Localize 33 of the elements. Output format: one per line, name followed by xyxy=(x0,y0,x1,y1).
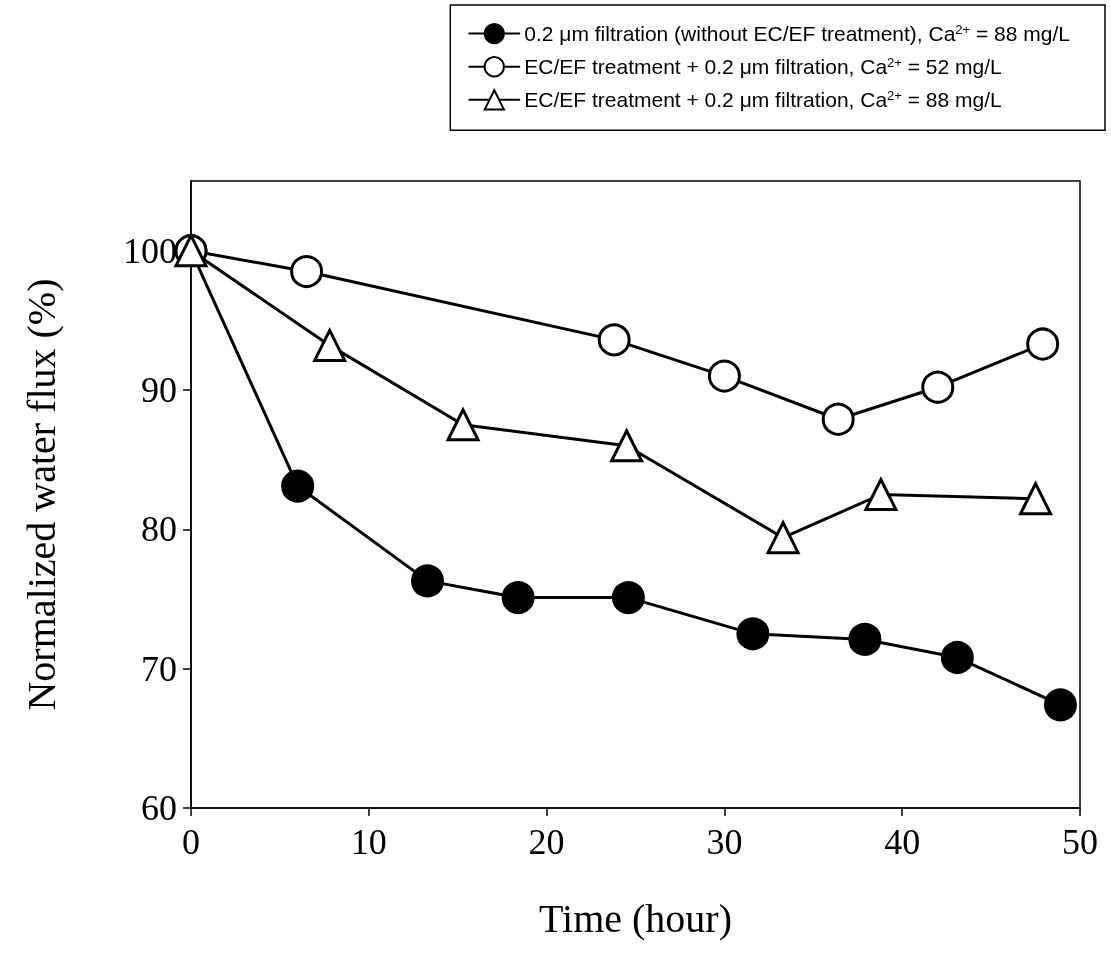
y-tick-label: 80 xyxy=(141,509,177,550)
point xyxy=(821,402,855,436)
point xyxy=(766,521,800,555)
point xyxy=(1026,327,1060,361)
x-tick-label: 20 xyxy=(528,822,565,862)
point xyxy=(848,622,882,656)
x-tick-label: 50 xyxy=(1062,822,1098,862)
point xyxy=(411,564,444,598)
point xyxy=(446,408,480,442)
y-tick-label: 70 xyxy=(141,648,177,689)
x-tick-label: 40 xyxy=(884,822,921,862)
y-tick-label: 60 xyxy=(141,788,177,828)
x-axis-title: Time (hour) xyxy=(539,895,732,941)
point xyxy=(611,581,645,615)
point xyxy=(864,478,898,511)
point xyxy=(290,255,324,289)
x-tick-label: 30 xyxy=(706,822,743,862)
x-tick-label: 10 xyxy=(350,822,387,862)
point xyxy=(1043,688,1077,722)
point xyxy=(597,323,631,357)
point xyxy=(281,469,315,503)
point xyxy=(707,359,741,393)
x-tick-label: 0 xyxy=(182,822,200,862)
point xyxy=(313,328,347,362)
y-axis-title: Normalized water flux (%) xyxy=(18,278,64,711)
point xyxy=(921,370,955,404)
y-tick-label: 100 xyxy=(123,230,177,271)
point xyxy=(736,617,770,651)
point xyxy=(1019,482,1053,516)
point xyxy=(610,429,644,463)
y-tick-label: 90 xyxy=(141,370,177,410)
point xyxy=(501,581,535,615)
point xyxy=(940,641,974,675)
